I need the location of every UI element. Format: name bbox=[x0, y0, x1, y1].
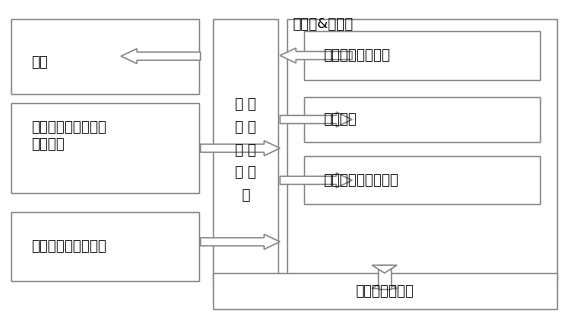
Polygon shape bbox=[201, 141, 280, 156]
Polygon shape bbox=[280, 173, 352, 188]
Polygon shape bbox=[201, 234, 280, 249]
Text: 小车运动控制信号: 小车运动控制信号 bbox=[324, 49, 391, 62]
Bar bbox=[11, 103, 199, 193]
Bar bbox=[304, 156, 540, 204]
Polygon shape bbox=[372, 265, 397, 273]
Text: 数 据
传 输
电 缆
及 接
口: 数 据 传 输 电 缆 及 接 口 bbox=[235, 97, 256, 202]
Text: 扫描仪采集三维表面
点阵信息: 扫描仪采集三维表面 点阵信息 bbox=[31, 121, 107, 151]
Bar bbox=[11, 19, 199, 94]
Bar bbox=[213, 273, 557, 309]
Text: 测距仪采集距离信息: 测距仪采集距离信息 bbox=[31, 240, 107, 253]
Polygon shape bbox=[378, 265, 391, 289]
Polygon shape bbox=[280, 112, 352, 127]
Text: 三维建模: 三维建模 bbox=[324, 113, 357, 126]
Polygon shape bbox=[280, 48, 352, 63]
Bar bbox=[304, 97, 540, 142]
Polygon shape bbox=[121, 49, 201, 64]
Bar bbox=[287, 19, 557, 281]
Text: 共享中心数据库: 共享中心数据库 bbox=[355, 284, 414, 298]
Text: 小车: 小车 bbox=[31, 56, 48, 69]
Polygon shape bbox=[372, 281, 397, 289]
Text: 处理器&控制器: 处理器&控制器 bbox=[293, 17, 353, 30]
Bar bbox=[11, 212, 199, 281]
Text: 积分体积、质量计算: 积分体积、质量计算 bbox=[324, 173, 399, 187]
Bar bbox=[304, 31, 540, 80]
Bar bbox=[213, 19, 278, 281]
